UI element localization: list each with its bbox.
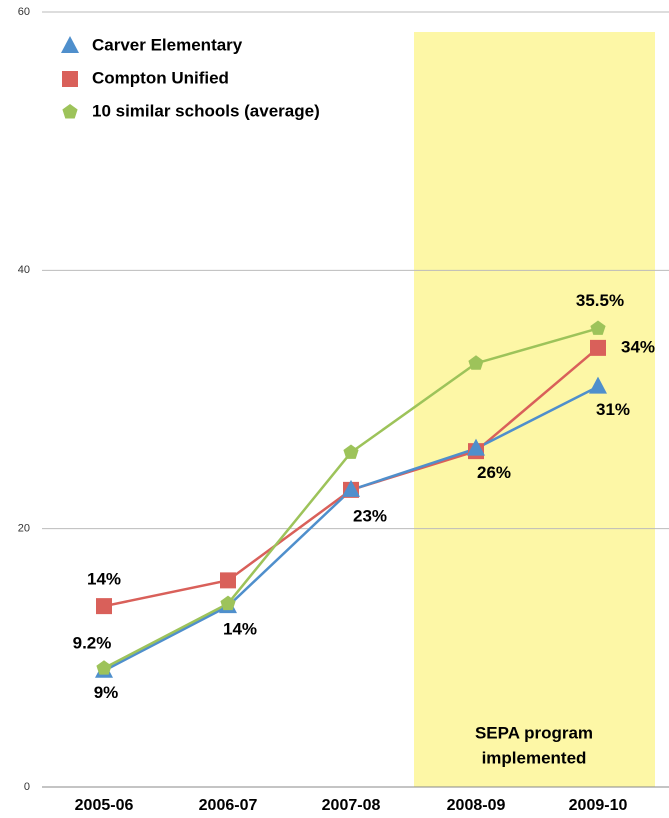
highlight-region — [414, 32, 655, 787]
annotation-line: implemented — [482, 748, 587, 767]
data-point — [96, 598, 112, 615]
data-point — [343, 444, 359, 459]
y-tick-label: 40 — [18, 264, 30, 276]
data-point — [342, 479, 360, 497]
data-label: 9.2% — [73, 634, 112, 653]
x-tick-label: 2006-07 — [199, 797, 258, 814]
legend-marker — [62, 71, 78, 87]
data-point — [467, 438, 485, 456]
data-label: 26% — [477, 463, 511, 482]
x-tick-label: 2005-06 — [75, 797, 134, 814]
y-tick-label: 60 — [18, 6, 30, 18]
data-point — [468, 355, 484, 370]
legend-label: 10 similar schools (average) — [92, 101, 320, 120]
legend-label: Compton Unified — [92, 68, 229, 87]
data-point — [590, 339, 606, 356]
data-label: 23% — [353, 506, 387, 525]
x-tick-label: 2007-08 — [322, 797, 381, 814]
legend-label: Carver Elementary — [92, 35, 243, 54]
data-point — [220, 572, 236, 589]
data-label: 35.5% — [576, 291, 624, 310]
x-tick-label: 2008-09 — [447, 797, 506, 814]
data-label: 14% — [223, 620, 257, 639]
data-point — [589, 376, 607, 394]
x-tick-label: 2009-10 — [569, 797, 628, 814]
data-label: 14% — [87, 570, 121, 589]
y-tick-label: 20 — [18, 523, 30, 535]
legend-marker — [61, 36, 79, 53]
annotation-line: SEPA program — [475, 723, 593, 742]
data-label: 31% — [596, 400, 630, 419]
legend-marker — [62, 104, 78, 119]
data-point — [220, 595, 236, 611]
data-label: 34% — [621, 337, 655, 356]
data-point — [96, 660, 112, 675]
y-tick-label: 0 — [24, 781, 30, 793]
data-point — [590, 320, 606, 335]
data-label: 9% — [94, 683, 119, 702]
